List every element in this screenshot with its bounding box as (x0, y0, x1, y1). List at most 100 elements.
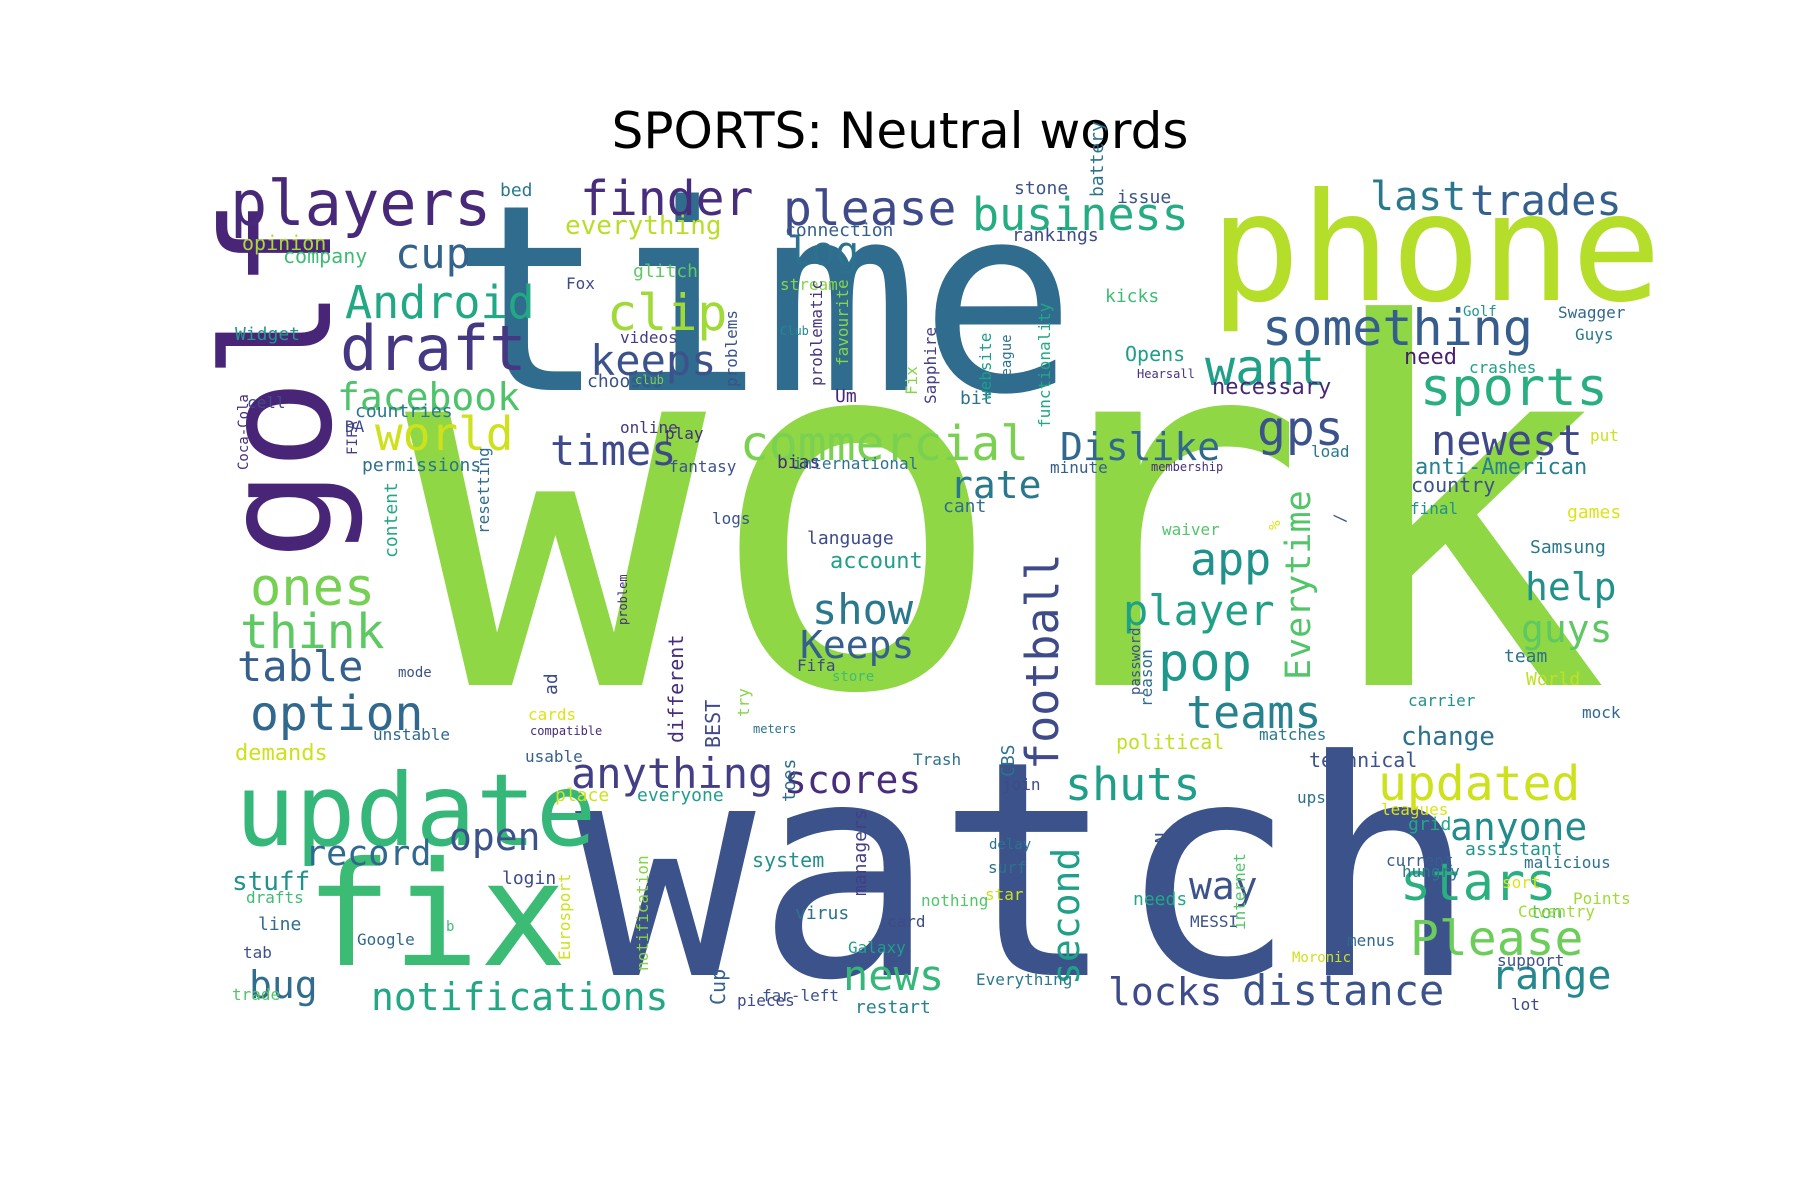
word-40: guys (1521, 607, 1613, 651)
word-190: league (999, 334, 1015, 385)
word-72: issue (1117, 187, 1171, 208)
word-74: rankings (1012, 225, 1099, 246)
word-10: please (783, 181, 956, 237)
word-23: world (375, 407, 513, 461)
word-66: need (1404, 345, 1457, 370)
word-141: ups (1297, 788, 1326, 807)
word-137: place (555, 785, 609, 806)
word-81: Guys (1575, 325, 1614, 344)
word-86: countries (355, 401, 453, 422)
word-95: club (635, 373, 664, 387)
word-31: think (240, 604, 385, 660)
word-16: sports (1420, 358, 1608, 418)
word-167: far-left (762, 986, 839, 1005)
word-78: stream (780, 275, 838, 294)
word-20: log (787, 229, 859, 275)
word-164: Galaxy (848, 938, 906, 957)
word-139: join (1002, 775, 1041, 794)
word-91: Opens (1125, 342, 1185, 366)
word-26: gps (1257, 401, 1344, 457)
word-79: kicks (1105, 286, 1159, 307)
word-156: needs (1133, 889, 1187, 910)
word-4: golf (192, 199, 366, 560)
word-102: load (1311, 442, 1350, 461)
word-0: work (405, 221, 1609, 803)
word-132: technical (1309, 748, 1417, 772)
word-50: record (305, 834, 431, 874)
word-181: different (664, 635, 688, 743)
word-7: players (230, 167, 491, 240)
word-6: fix (305, 831, 567, 1000)
word-182: problem (616, 574, 630, 625)
word-194: internet (1230, 853, 1249, 930)
word-151: Coventry (1518, 902, 1595, 921)
word-44: anything (571, 749, 773, 798)
word-55: notifications (371, 975, 668, 1019)
word-159: delay (989, 837, 1031, 853)
word-36: football (1016, 553, 1069, 770)
word-88: online (620, 418, 678, 437)
word-133: unstable (373, 725, 450, 744)
word-109: content (381, 482, 402, 558)
word-94: bit (960, 388, 993, 409)
word-77: Fox (566, 274, 595, 293)
word-3: phone (1210, 162, 1662, 336)
word-75: connection (785, 220, 893, 241)
word-168: pieces (737, 991, 795, 1010)
word-171: drafts (246, 888, 304, 907)
word-163: card (887, 912, 926, 931)
word-70: bed (500, 180, 533, 201)
word-122: mode (398, 665, 432, 681)
word-113: cant (943, 496, 986, 517)
word-193: SSN (1152, 832, 1173, 865)
word-145: current (1386, 851, 1453, 870)
word-118: team (1504, 646, 1547, 667)
word-147: hungry (1402, 862, 1460, 881)
word-155: lot (1511, 995, 1540, 1014)
word-41: teams (1186, 686, 1321, 739)
word-82: crashes (1469, 358, 1536, 377)
word-116: games (1567, 502, 1621, 523)
word-131: matches (1259, 725, 1326, 744)
word-125: store (832, 669, 874, 685)
word-73: battery (1087, 121, 1108, 197)
word-114: waiver (1162, 520, 1220, 539)
word-123: ad (541, 673, 562, 695)
word-195: reason (1137, 649, 1156, 707)
word-161: star (985, 885, 1024, 904)
word-35: player (1123, 586, 1275, 635)
word-83: Golf (1463, 304, 1497, 320)
word-33: option (250, 686, 423, 742)
word-57: second (1044, 848, 1088, 985)
word-84: Widget (235, 324, 300, 345)
word-99: international (793, 454, 918, 473)
word-21: cup (395, 229, 471, 278)
word-166: Everything (976, 970, 1072, 989)
word-160: surf (988, 858, 1027, 877)
word-65: necessary (1212, 375, 1331, 400)
word-64: anti-American (1415, 455, 1587, 480)
word-120: mock (1582, 703, 1621, 722)
word-9: finder (580, 171, 753, 227)
word-173: tab (243, 943, 272, 962)
word-146: sort (1502, 873, 1541, 892)
word-180: BEST (701, 700, 725, 748)
word-96: play (665, 424, 704, 443)
word-104: permissions (362, 455, 481, 476)
word-54: range (1491, 953, 1611, 999)
word-117: Samsung (1530, 537, 1606, 558)
word-46: updated (1378, 756, 1580, 812)
word-42: show (812, 585, 914, 634)
word-154: support (1497, 951, 1564, 970)
word-58: locks (1108, 970, 1222, 1014)
word-67: everything (565, 211, 722, 241)
word-69: company (283, 244, 367, 268)
word-157: MESSI (1190, 912, 1238, 931)
word-62: change (1401, 722, 1495, 752)
word-5: update (235, 752, 596, 869)
word-138: everyone (637, 785, 724, 806)
word-47: shuts (1065, 758, 1200, 811)
word-111: language (807, 528, 894, 549)
word-186: Sapphire (921, 327, 940, 404)
